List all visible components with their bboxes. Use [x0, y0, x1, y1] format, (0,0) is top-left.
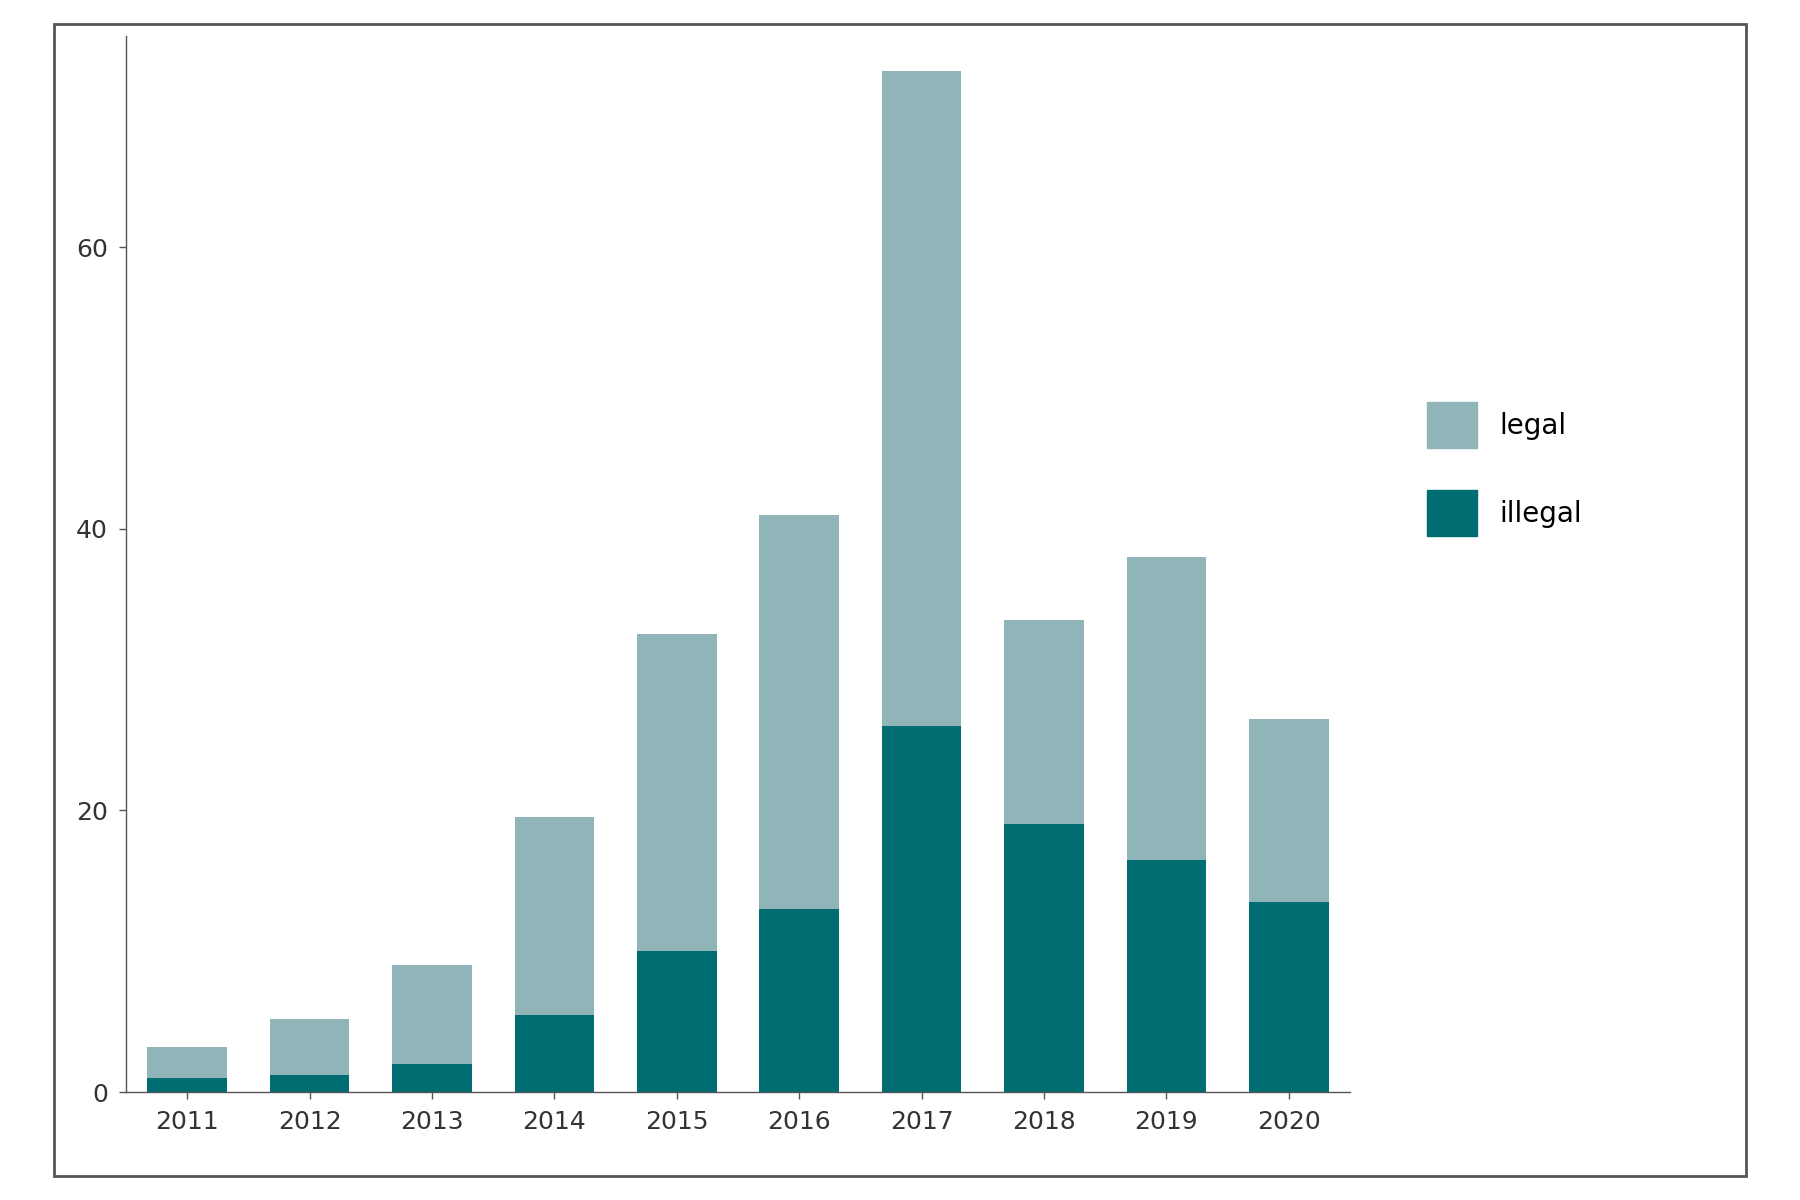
Bar [760, 515, 839, 908]
Bar [148, 1046, 227, 1078]
Bar [392, 965, 472, 1064]
Bar [882, 71, 961, 726]
Bar [882, 726, 961, 1092]
Bar [1127, 859, 1206, 1092]
Bar [270, 1075, 349, 1092]
Bar [148, 1078, 227, 1092]
Bar [760, 908, 839, 1092]
Bar [1249, 902, 1328, 1092]
Bar [392, 1064, 472, 1092]
Bar [637, 635, 716, 952]
Bar [1249, 719, 1328, 902]
Bar [270, 1019, 349, 1075]
Bar [1127, 557, 1206, 859]
Bar [637, 952, 716, 1092]
Bar [1004, 824, 1084, 1092]
Bar [1004, 620, 1084, 824]
Legend: legal, illegal: legal, illegal [1413, 388, 1595, 551]
Bar [515, 817, 594, 1014]
Bar [515, 1014, 594, 1092]
